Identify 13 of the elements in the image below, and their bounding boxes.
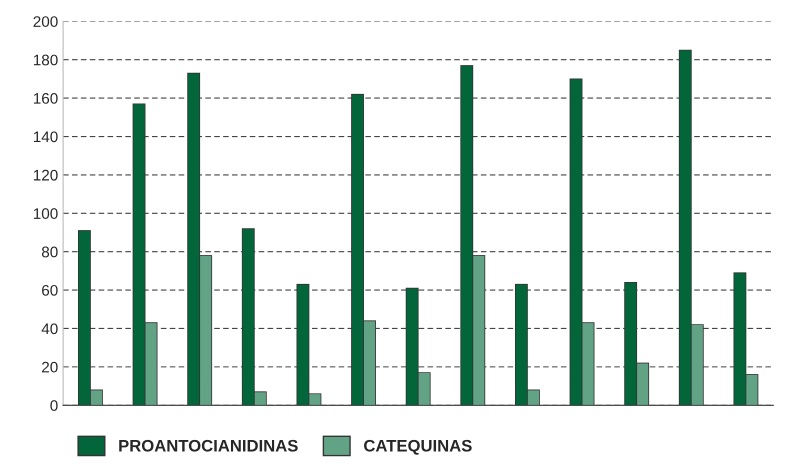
y-tick-label: 60 bbox=[42, 284, 58, 296]
y-tick-label: 160 bbox=[34, 92, 58, 104]
y-tick-label: 180 bbox=[34, 54, 58, 66]
legend-label: CATEQUINAS bbox=[364, 440, 472, 455]
y-tick-label: 0 bbox=[50, 400, 58, 411]
y-tick-label: 120 bbox=[34, 170, 58, 181]
y-tick-label: 20 bbox=[42, 362, 58, 373]
y-tick-label: 80 bbox=[42, 246, 58, 258]
y-tick-label: 140 bbox=[34, 131, 58, 142]
legend-label: PROANTOCIANIDINAS bbox=[119, 440, 298, 452]
y-tick-label: 200 bbox=[34, 16, 58, 28]
y-tick-label: 100 bbox=[34, 208, 58, 219]
y-tick-label: 40 bbox=[42, 323, 58, 334]
